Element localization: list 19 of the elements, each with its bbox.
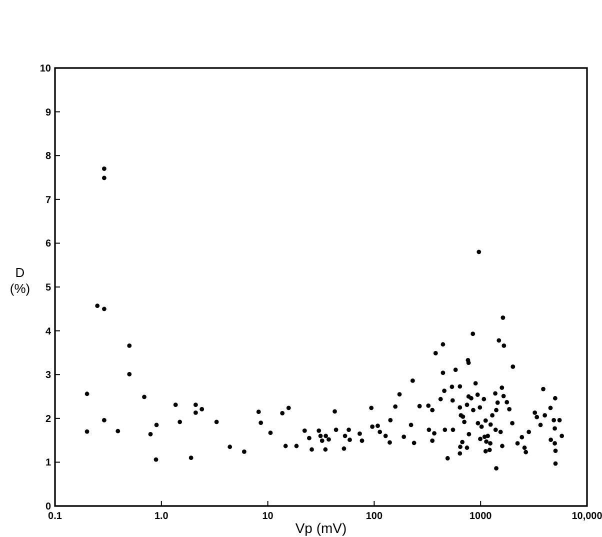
y-axis-title: D (%)	[10, 265, 30, 296]
y-tick-label: 2	[45, 414, 52, 425]
x-tick-label: 10,000	[572, 511, 602, 522]
x-tick-label: 1000	[469, 511, 492, 522]
y-tick-label: 1	[45, 458, 52, 469]
x-tick-label: 1.0	[154, 511, 169, 522]
x-tick-label: 10	[262, 511, 274, 522]
x-tick-label: 100	[366, 511, 383, 522]
y-tick-label: 10	[40, 64, 52, 74]
y-tick-label: 5	[45, 282, 52, 294]
x-tick-label: 0.1	[48, 511, 62, 522]
y-tick-label: 3	[45, 370, 52, 382]
y-tick-label: 4	[45, 326, 52, 338]
y-tick-label: 0	[45, 502, 52, 512]
y-tick-label: 9	[45, 107, 52, 118]
y-tick-label: 6	[45, 238, 52, 250]
x-axis-title: Vp (mV)	[295, 520, 347, 536]
y-tick-label: 8	[45, 151, 52, 162]
y-tick-label: 7	[45, 194, 52, 206]
